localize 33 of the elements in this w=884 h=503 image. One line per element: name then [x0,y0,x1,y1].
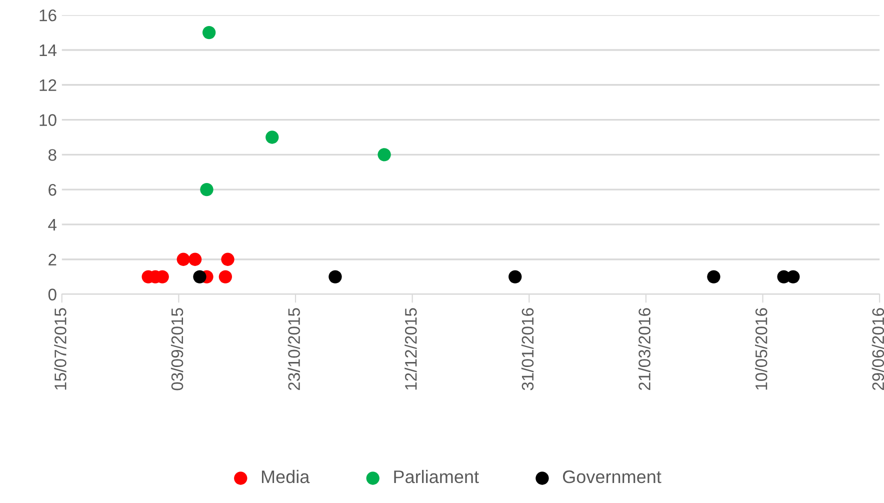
x-tick-label: 29/06/2016 [872,308,884,390]
point [221,252,234,266]
point [188,252,202,266]
point [508,270,522,284]
point [176,252,190,266]
x-tick-label: 21/03/2016 [638,308,650,390]
point [218,270,232,284]
point [328,270,342,284]
legend-label: Parliament [394,470,479,484]
point [707,270,720,284]
y-tick-label: 2 [48,254,56,266]
y-tick-label: 10 [40,114,56,126]
legend-label: Media [262,470,310,484]
x-tick-label: 10/05/2016 [754,308,768,390]
x-tick-label: 12/12/2015 [404,308,417,390]
y-tick-label: 14 [40,44,57,56]
point [378,148,391,162]
y-tick-label: 12 [40,79,56,91]
point [202,26,216,40]
y-tick-label: 6 [48,184,56,196]
point [193,270,206,284]
y-tick-label: 8 [48,149,56,161]
x-tick-label: 31/01/2016 [521,308,534,390]
point [200,182,214,196]
point [266,130,279,144]
x-tick-label: 23/10/2015 [288,308,300,390]
x-tick-label: 03/09/2015 [170,308,184,390]
point [786,270,800,284]
y-tick-label: 4 [48,219,57,231]
y-tick-label: 16 [40,9,56,22]
x-tick-label: 15/07/2015 [54,308,66,390]
legend-label: Government [562,470,662,484]
y-tick-label: 0 [48,288,56,300]
